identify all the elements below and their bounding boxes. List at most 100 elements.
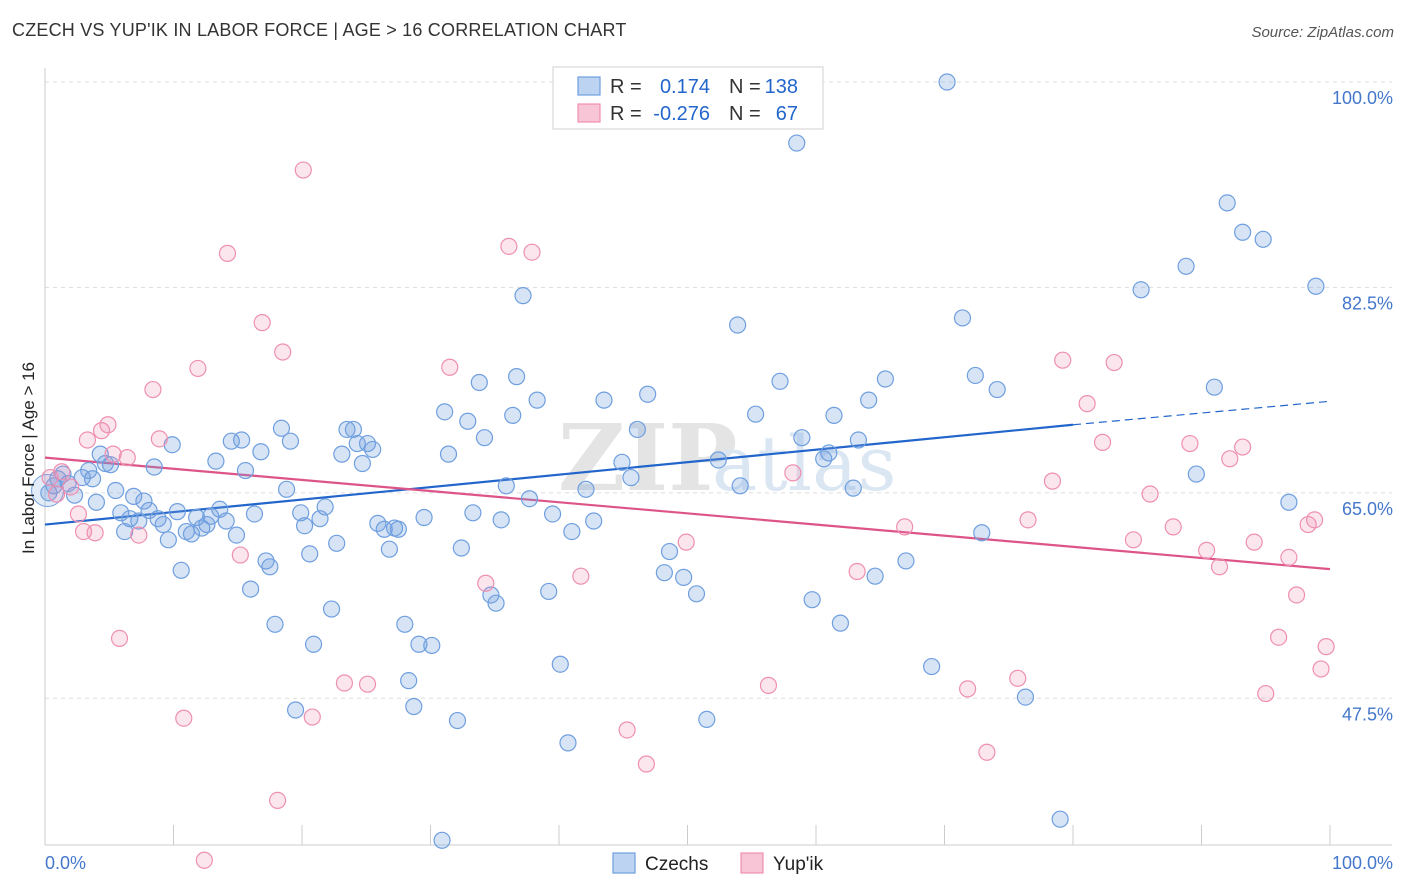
legend-r-label-czechs: R = (610, 76, 642, 98)
czechs-point (154, 515, 172, 534)
czechs-point (585, 512, 603, 530)
yupik-point (978, 743, 996, 761)
czechs-point (410, 635, 428, 653)
czechs-point (551, 655, 569, 673)
czechs-point (876, 370, 894, 388)
czechs-point (966, 366, 984, 385)
yupik-point (78, 431, 97, 449)
czechs-point (831, 614, 850, 632)
czechs-point (687, 585, 706, 603)
czechs-point (242, 580, 260, 598)
legend-r-value-czechs: 0.174 (660, 76, 710, 98)
czechs-point (145, 458, 163, 476)
yupik-point (959, 680, 977, 698)
czechs-point (464, 504, 482, 522)
czechs-point (628, 420, 646, 439)
yupik-point (1124, 531, 1142, 549)
czechs-point (101, 456, 120, 474)
czechs-point (698, 710, 716, 728)
czechs-point (316, 498, 334, 516)
legend-r-value-yupik: -0.276 (653, 103, 710, 125)
czechs-point (301, 545, 319, 563)
czechs-point (487, 594, 505, 612)
yupik-point (99, 416, 117, 434)
bottom-legend-swatch-yupik (740, 852, 764, 874)
czechs-point (80, 461, 98, 480)
watermark-zip: ZIP (558, 404, 737, 512)
yupik-point (572, 567, 590, 585)
yupik-point (1078, 395, 1096, 413)
yupik-point (677, 533, 695, 551)
czechs-point (559, 734, 577, 752)
yupik-point (175, 709, 193, 727)
yupik-point (358, 675, 377, 693)
czechs-point (396, 615, 414, 633)
y-tick-label: 100.0% (1332, 88, 1393, 108)
yupik-point (253, 314, 271, 332)
czechs-point (849, 431, 868, 449)
czechs-point (448, 711, 467, 730)
yupik-point (1305, 511, 1324, 529)
czechs-point (675, 568, 693, 586)
czechs-point (820, 444, 838, 462)
axes (44, 68, 1392, 846)
bottom-legend-czechs: Czechs (645, 854, 708, 875)
czechs-point (595, 391, 613, 409)
yupik-point (47, 485, 66, 503)
yupik-point (441, 358, 459, 376)
czechs-point (938, 73, 956, 91)
czechs-point (528, 391, 546, 409)
trend-lines (44, 400, 1331, 571)
yupik-point (104, 445, 122, 463)
czechs-point (423, 636, 441, 655)
y-tick-labels: 47.5% 65.0% 82.5% 100.0% (1332, 88, 1393, 724)
chart-title: CZECH VS YUP'IK IN LABOR FORCE | AGE > 1… (12, 20, 627, 40)
czechs-point (168, 503, 186, 521)
czechs-point (116, 522, 134, 541)
yupik-point (637, 755, 655, 773)
czechs-point (1016, 688, 1035, 706)
yupik-point (896, 518, 914, 536)
czechs-point (1234, 223, 1252, 241)
czechs-point (492, 511, 510, 529)
gridlines (45, 81, 1392, 699)
czechs-point (389, 520, 407, 538)
czechs-point (227, 526, 246, 544)
yupik-point (274, 343, 292, 361)
czechs-point (261, 558, 279, 576)
yupik-point (523, 243, 541, 261)
yupik-point (1043, 472, 1062, 490)
yupik-point (1312, 660, 1330, 678)
x-tick-label-max: 100.0% (1332, 853, 1393, 873)
czechs-point (135, 492, 153, 510)
yupik-point (759, 676, 778, 694)
czechs-point (793, 429, 811, 447)
czechs-point (286, 701, 305, 719)
yupik-point (1019, 511, 1037, 529)
data-points (31, 73, 1335, 869)
yupik-point (195, 851, 213, 869)
czechs-point (507, 368, 526, 386)
czechs-point (295, 517, 314, 535)
czechs-point (844, 479, 862, 497)
bottom-legend-swatch-czechs (612, 852, 636, 874)
czechs-point (266, 615, 284, 633)
yupik-point (303, 708, 321, 726)
czechs-point (897, 552, 915, 570)
yupik-point (1181, 434, 1199, 453)
yupik-trend-line (44, 456, 1331, 571)
czechs-point (91, 445, 109, 463)
czechs-point (405, 697, 423, 716)
yupik-point (1141, 485, 1159, 503)
czechs-point (520, 490, 539, 508)
czechs-point (470, 373, 488, 392)
czechs-point (497, 477, 515, 495)
yupik-point (268, 791, 287, 809)
czechs-point (130, 512, 148, 530)
yupik-point (1221, 450, 1239, 468)
czechs-point (415, 508, 433, 527)
yupik-point (784, 464, 802, 482)
czechs-trend-extension (1072, 400, 1331, 426)
czechs-point (338, 420, 356, 439)
czechs-point (322, 600, 341, 618)
